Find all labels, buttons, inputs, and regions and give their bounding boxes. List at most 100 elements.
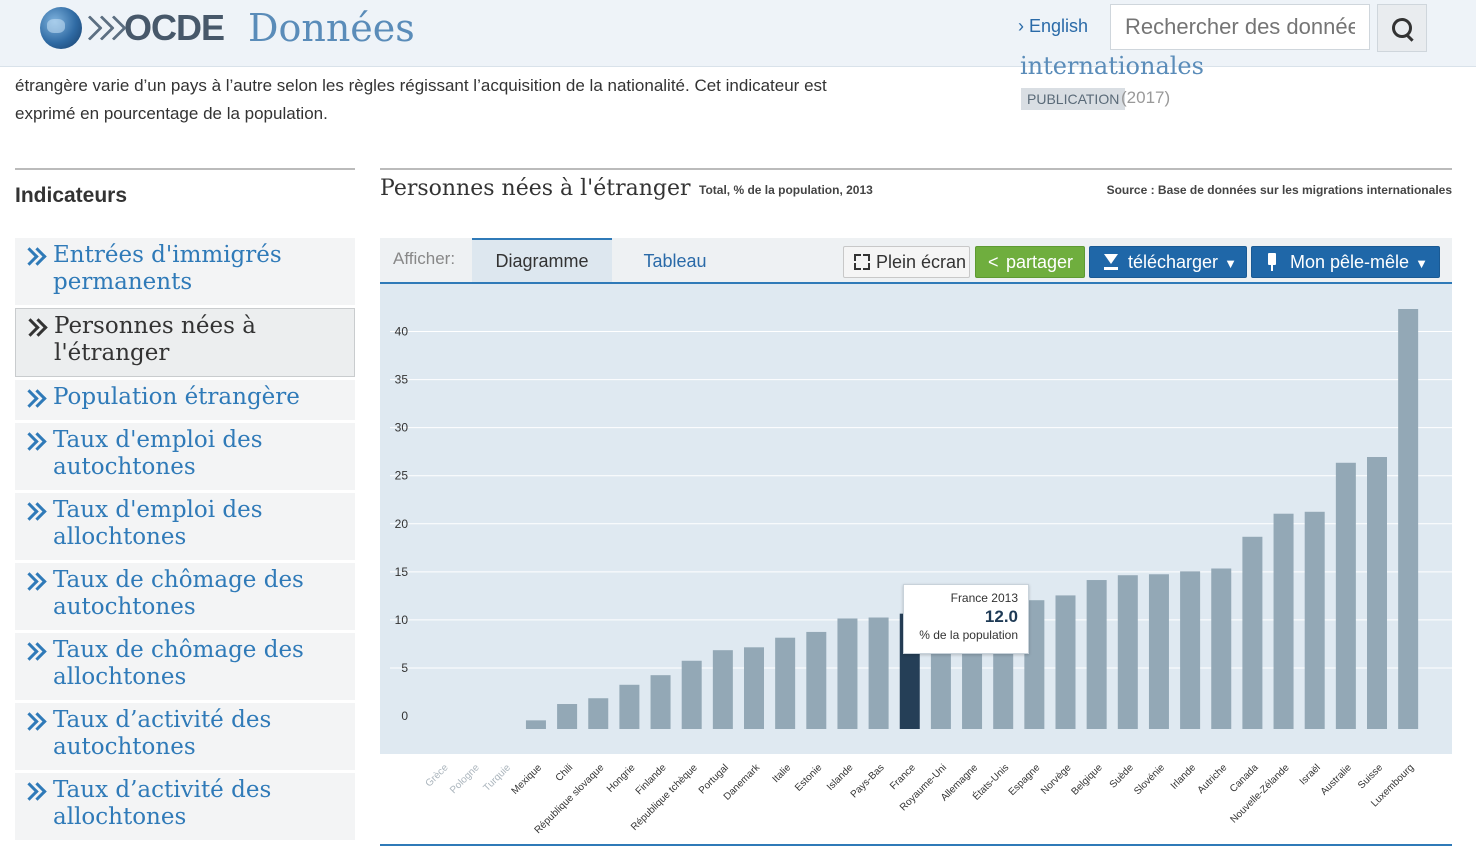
sidebar-item-label: Personnes nées à l'étranger [54, 313, 256, 366]
x-tick-label: Israël [1298, 762, 1323, 787]
show-label: Afficher: [393, 249, 456, 268]
sidebar-item-label: Taux de chômage des allochtones [53, 637, 304, 690]
double-chevron-icon [21, 318, 52, 337]
y-tick-label: 30 [395, 421, 409, 435]
fullscreen-label: Plein écran [876, 252, 967, 272]
bar-chili[interactable] [557, 704, 578, 729]
caret-down-icon: ▼ [1415, 256, 1428, 271]
tooltip-unit: % de la population [919, 628, 1018, 642]
chart-toolbar: Afficher: Diagramme Tableau Plein écran … [380, 238, 1452, 284]
double-chevron-icon [20, 712, 51, 731]
sidebar-indicator-list: Entrées d'immigrés permanents Personnes … [15, 238, 355, 843]
sidebar-rule [15, 168, 355, 170]
bar-chart: 0 5 10 15 20 25 30 35 40 [390, 309, 1452, 729]
download-button[interactable]: télécharger ▼ [1089, 246, 1247, 278]
bar-belgique[interactable] [1086, 580, 1107, 729]
double-chevron-icon [20, 247, 51, 266]
indicator-description: étrangère varie d’un pays à l’autre selo… [15, 76, 827, 123]
x-tick-label: Chili [554, 762, 576, 784]
bar-mexique[interactable] [525, 720, 546, 729]
search-input[interactable] [1110, 4, 1370, 50]
sidebar-title: Indicateurs [15, 184, 128, 207]
x-tick-label: Australie [1319, 762, 1355, 798]
publication-year: (2017) [1121, 88, 1171, 107]
bar-danemark[interactable] [744, 647, 764, 729]
site-title[interactable]: Données [248, 6, 415, 50]
bar-estonie[interactable] [806, 631, 827, 729]
sidebar-item-label: Taux de chômage des autochtones [53, 567, 304, 620]
x-tick-label: Pologne [448, 762, 482, 796]
pin-icon [1268, 253, 1276, 271]
bar-australie[interactable] [1335, 462, 1356, 729]
y-tick-label: 25 [395, 469, 409, 483]
language-link[interactable]: › English [1018, 16, 1089, 36]
bar-irlande[interactable] [1180, 571, 1201, 729]
bar-italie[interactable] [775, 637, 796, 729]
tab-diagramme[interactable]: Diagramme [472, 238, 612, 282]
search-button[interactable] [1377, 4, 1427, 52]
sidebar-item-label: Population étrangère [53, 384, 300, 410]
double-chevron-icon [20, 572, 51, 591]
sidebar-item-label: Taux d’activité des autochtones [53, 707, 272, 760]
share-label: partager [1006, 252, 1074, 272]
fullscreen-button[interactable]: Plein écran [843, 246, 970, 278]
chart-title: Personnes nées à l'étranger [380, 176, 691, 201]
share-button[interactable]: < partager [975, 246, 1085, 278]
bar-espagne[interactable] [1024, 600, 1045, 729]
bar-finlande[interactable] [650, 675, 671, 729]
y-tick-label: 20 [395, 517, 409, 531]
logo-text: OCDE [124, 7, 225, 48]
sidebar-item-chomage-autochtones[interactable]: Taux de chômage des autochtones [15, 563, 355, 630]
x-tick-label: Pays-Bas [849, 762, 887, 800]
tooltip-value: 12.0 [984, 607, 1018, 626]
sidebar-item-chomage-allochtones[interactable]: Taux de chômage des allochtones [15, 633, 355, 700]
y-tick-label: 10 [395, 613, 409, 627]
chart-subtitle: Total, % de la population, 2013 [699, 183, 873, 197]
double-chevron-icon [20, 389, 51, 408]
x-tick-label: Suède [1108, 762, 1137, 791]
bar-slov-nie[interactable] [1148, 574, 1169, 729]
sidebar-item-activite-autochtones[interactable]: Taux d’activité des autochtones [15, 703, 355, 770]
x-axis-area: Grèce Pologne Turquie Mexique Chili Républiqu… [380, 754, 1452, 844]
bar-luxembourg[interactable] [1398, 309, 1419, 729]
x-tick-label: Nouvelle-Zélande [1228, 762, 1292, 826]
double-chevron-icon [20, 642, 51, 661]
y-tick-label: 5 [401, 661, 408, 675]
sidebar-item-label: Taux d'emploi des autochtones [53, 427, 263, 480]
publication-badge: PUBLICATION [1021, 88, 1126, 110]
sidebar-item-personnes-nees[interactable]: Personnes nées à l'étranger [15, 308, 355, 377]
sidebar-item-activite-allochtones[interactable]: Taux d’activité des allochtones [15, 773, 355, 840]
double-chevron-icon [20, 782, 51, 801]
bar-islande[interactable] [837, 618, 858, 729]
x-tick-label: Estonie [793, 762, 825, 794]
bar-r-publique-tch-que[interactable] [681, 660, 702, 729]
sidebar-item-emploi-autochtones[interactable]: Taux d'emploi des autochtones [15, 423, 355, 490]
caret-down-icon: ▼ [1224, 256, 1237, 271]
bar-hongrie[interactable] [619, 684, 640, 729]
globe-icon [40, 7, 82, 49]
bar-norv-ge[interactable] [1055, 595, 1076, 729]
mashup-button[interactable]: Mon pêle-mêle ▼ [1251, 246, 1440, 278]
x-tick-label: Irlande [1169, 762, 1199, 792]
bar-nouvelle-z-lande[interactable] [1273, 513, 1294, 729]
search-icon [1392, 18, 1412, 38]
x-tick-label: Espagne [1007, 762, 1043, 798]
bar-autriche[interactable] [1211, 568, 1232, 729]
site-header: OCDE Données › English [0, 0, 1476, 67]
bar-su-de[interactable] [1117, 575, 1138, 729]
download-icon [1104, 254, 1118, 270]
tab-tableau[interactable]: Tableau [643, 251, 707, 271]
oecd-logo[interactable]: OCDE Données [40, 6, 415, 50]
publication-title[interactable]: internationales [1020, 52, 1204, 76]
bar-suisse[interactable] [1367, 457, 1387, 729]
x-tick-label: Grèce [424, 762, 451, 789]
sidebar-item-emploi-allochtones[interactable]: Taux d'emploi des allochtones [15, 493, 355, 560]
sidebar-item-entrees-immigres[interactable]: Entrées d'immigrés permanents [15, 238, 355, 305]
bar-r-publique-slovaque[interactable] [588, 698, 609, 729]
bar-isra-l[interactable] [1304, 511, 1325, 729]
bar-canada[interactable] [1242, 536, 1263, 729]
bar-pays-bas[interactable] [868, 617, 889, 729]
bar-portugal[interactable] [712, 650, 733, 729]
sidebar-item-population-etrangere[interactable]: Population étrangère [15, 380, 355, 420]
